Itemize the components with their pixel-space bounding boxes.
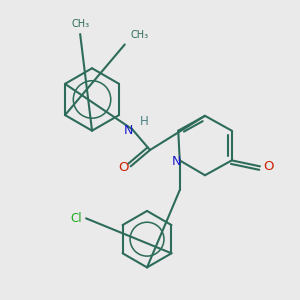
Text: N: N	[124, 124, 133, 137]
Text: N: N	[172, 155, 182, 168]
Text: H: H	[140, 115, 148, 128]
Text: CH₃: CH₃	[131, 30, 149, 40]
Text: O: O	[264, 160, 274, 173]
Text: CH₃: CH₃	[71, 19, 89, 29]
Text: O: O	[118, 161, 128, 174]
Text: Cl: Cl	[70, 212, 82, 225]
